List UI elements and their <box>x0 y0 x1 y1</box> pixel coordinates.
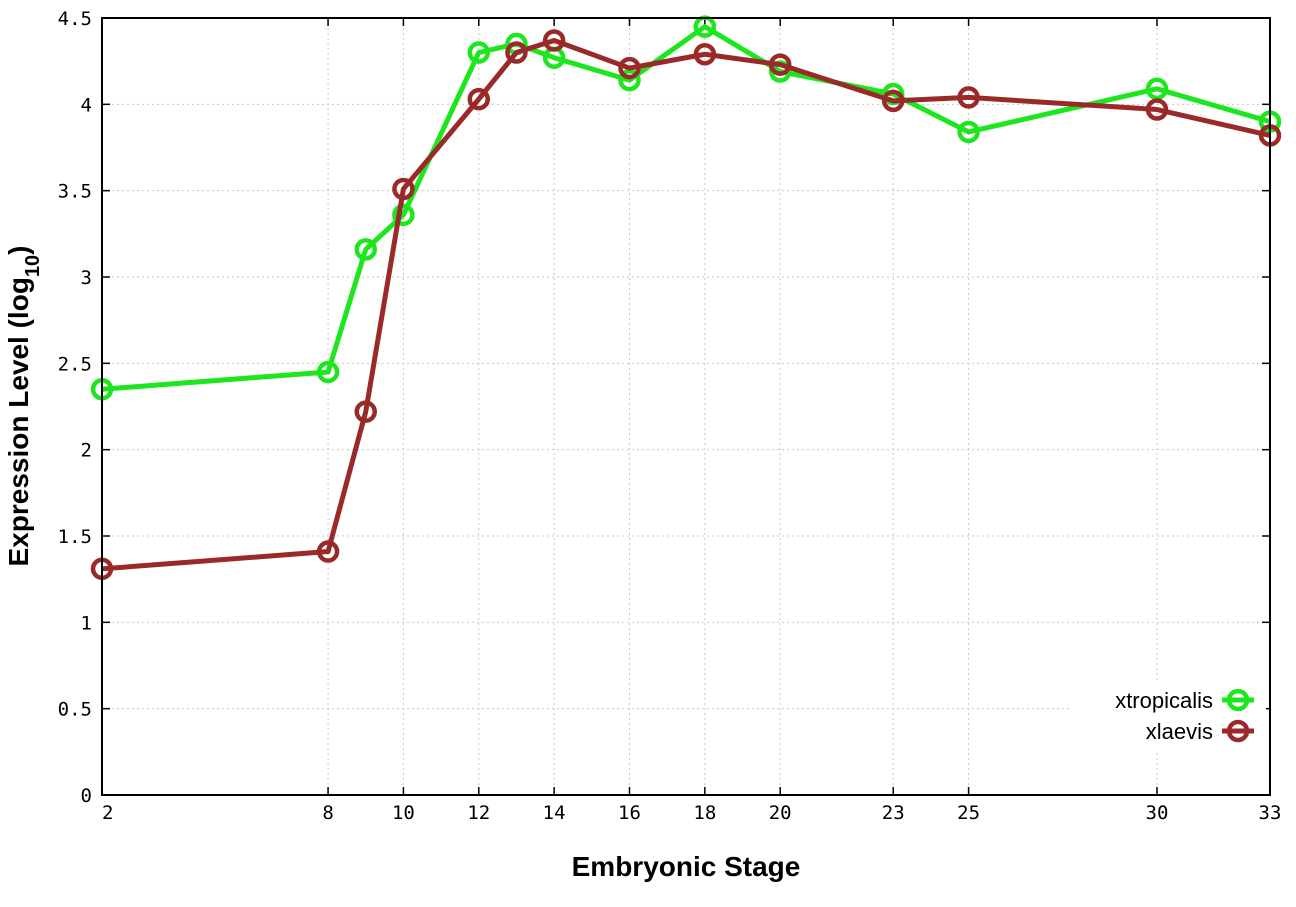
x-tick-label: 14 <box>543 802 566 824</box>
y-axis-title: Expression Level (log10) <box>3 246 44 567</box>
data-point-xlaevis <box>1145 98 1169 121</box>
data-point-xlaevis <box>957 86 980 109</box>
legend-label-xtropicalis: xtropicalis <box>1115 688 1213 713</box>
x-tick-label: 8 <box>322 802 333 824</box>
x-tick-label: 16 <box>618 802 641 824</box>
y-tick-label: 0.5 <box>58 699 92 721</box>
data-point-xtropicalis <box>957 120 980 144</box>
series-line-xlaevis <box>101 37 1271 572</box>
data-point-xlaevis <box>693 43 717 66</box>
grid <box>101 17 1271 796</box>
x-tick-label: 20 <box>769 802 792 824</box>
data-point-xlaevis <box>618 56 641 80</box>
data-point-xlaevis <box>542 29 566 52</box>
x-tick-label: 2 <box>102 802 113 824</box>
data-point-xlaevis <box>768 53 792 76</box>
x-tick-label: 18 <box>693 802 716 824</box>
y-tick-label: 3 <box>81 267 92 289</box>
data-point-xlaevis <box>392 177 415 201</box>
x-tick-label: 30 <box>1146 802 1169 824</box>
y-tick-label: 1 <box>81 612 92 634</box>
x-axis-title: Embryonic Stage <box>572 851 801 882</box>
data-point-xtropicalis <box>1145 77 1169 101</box>
data-point-xtropicalis <box>618 68 641 92</box>
y-tick-label: 0 <box>81 785 92 807</box>
series-layer <box>90 15 1282 581</box>
data-point-xtropicalis <box>467 41 491 64</box>
y-tick-label: 2.5 <box>58 353 92 375</box>
x-tick-label: 12 <box>467 802 490 824</box>
legend: xtropicalis xlaevis <box>1070 680 1266 750</box>
data-point-xlaevis <box>354 400 377 423</box>
x-tick-label: 23 <box>882 802 905 824</box>
legend-marker-xtropicalis <box>1226 688 1250 712</box>
x-tick-label: 25 <box>957 802 980 824</box>
plot-frame <box>101 17 1271 796</box>
x-tick-label: 10 <box>392 802 415 824</box>
y-tick-label: 2 <box>81 440 92 462</box>
data-point-xlaevis <box>505 41 528 64</box>
legend-label-xlaevis: xlaevis <box>1146 719 1213 744</box>
y-tick-label: 3.5 <box>58 181 92 203</box>
legend-marker-xlaevis <box>1226 719 1250 743</box>
data-point-xtropicalis <box>392 203 415 227</box>
data-point-xtropicalis <box>316 360 340 384</box>
data-point-xlaevis <box>467 87 491 111</box>
data-point-xtropicalis <box>354 238 377 261</box>
x-tick-label: 33 <box>1259 802 1282 824</box>
data-point-xlaevis <box>881 89 905 113</box>
data-point-xlaevis <box>316 540 340 563</box>
y-tick-label: 1.5 <box>58 526 92 548</box>
y-tick-label: 4.5 <box>58 8 92 30</box>
series-line-xtropicalis <box>101 24 1271 392</box>
y-tick-label: 4 <box>81 94 92 116</box>
ticks: 2 8 10 12 14 16 18 20 23 25 30 33 0 0.5 1 1.5 2 2.5 3 3.5 4 4… <box>58 8 1282 824</box>
